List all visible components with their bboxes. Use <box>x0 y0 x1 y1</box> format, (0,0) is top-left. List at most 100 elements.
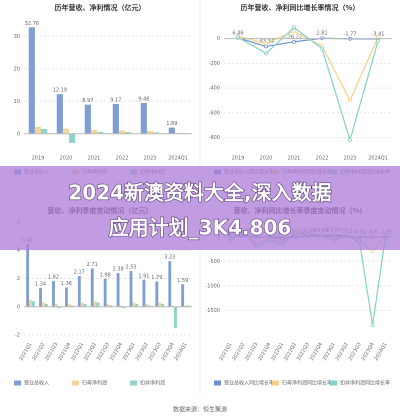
bar <box>44 303 48 307</box>
y-tick-label: -200 <box>209 61 220 67</box>
bar <box>142 279 146 307</box>
y-tick-label: 4 <box>17 248 20 254</box>
bar <box>148 305 152 307</box>
data-label: 2.17 <box>74 270 85 276</box>
bar <box>96 302 100 307</box>
bar <box>41 128 48 134</box>
bar <box>29 299 32 307</box>
bar <box>90 129 98 134</box>
y-tick-label: -2 <box>15 333 20 339</box>
data-label: 8.97 <box>82 98 93 104</box>
point <box>370 323 375 328</box>
bar <box>28 27 35 134</box>
y-tick-label: 2 <box>17 276 20 282</box>
bar <box>112 103 119 134</box>
bar <box>34 126 42 134</box>
bar <box>103 278 107 307</box>
bar <box>129 271 133 307</box>
data-label: 1.89 <box>166 121 177 127</box>
y-tick-label: -1500 <box>205 308 220 314</box>
data-label: -3.41 <box>372 31 385 37</box>
legend-swatch <box>130 380 137 386</box>
y-tick-label: 10 <box>14 99 20 105</box>
point <box>320 46 324 51</box>
bar <box>118 130 126 134</box>
x-tick-label: 2020 <box>260 156 273 162</box>
data-label: 1.79 <box>151 275 162 281</box>
bar <box>57 306 61 309</box>
x-tick-label: 2020 <box>60 156 73 162</box>
data-label: 9.46 <box>138 97 149 103</box>
x-tick-label: 2021 <box>88 156 101 162</box>
point <box>264 51 268 56</box>
point <box>292 29 296 34</box>
bar <box>116 273 120 307</box>
bar <box>184 305 187 307</box>
bar <box>153 132 160 134</box>
bar <box>174 306 177 328</box>
bar <box>125 132 132 134</box>
legend-swatch <box>272 380 279 386</box>
bar <box>181 284 185 307</box>
bar <box>52 281 55 307</box>
bar <box>77 276 81 307</box>
y-tick-label: 30 <box>14 34 20 40</box>
bar <box>41 302 45 307</box>
legend-label: 归母净利润同比增长率 <box>282 380 332 387</box>
point <box>292 39 296 44</box>
bar <box>140 103 147 134</box>
legend-label: 扣非净利润同比增长率 <box>340 380 390 387</box>
x-tick-label: 2024Q1 <box>168 156 188 162</box>
data-label: 1.82 <box>48 275 59 281</box>
bar <box>69 133 76 143</box>
bar <box>135 303 139 307</box>
data-label: 3.23 <box>164 255 175 261</box>
bar <box>84 104 91 134</box>
y-tick-label: 20 <box>14 66 20 72</box>
bar <box>109 305 113 307</box>
bar <box>31 301 35 307</box>
bar <box>186 305 190 307</box>
data-label: 1.34 <box>35 281 46 287</box>
x-tick-label: 2023 <box>144 156 157 162</box>
legend-label: 营业总收入同比增长率 <box>224 380 274 387</box>
x-tick-label: 2021 <box>288 156 301 162</box>
chart-title: 历年营收、净利同比增长率情况（%） <box>240 3 359 12</box>
bar <box>67 303 71 307</box>
bar <box>56 94 63 134</box>
bar <box>62 128 70 134</box>
y-tick-label: 0 <box>17 304 20 310</box>
legend-swatch <box>72 380 79 386</box>
data-label: 12.19 <box>53 88 67 94</box>
source: 数据来源：恒生聚源 <box>173 406 227 414</box>
legend-label: 扣非净利润 <box>140 380 165 387</box>
point <box>348 98 352 103</box>
bar <box>26 243 30 307</box>
bar <box>155 281 159 307</box>
data-label: 1.91 <box>138 273 149 279</box>
bar <box>132 302 136 307</box>
y-tick-label: -1000 <box>205 283 220 289</box>
bar <box>161 303 164 307</box>
data-label: 2.71 <box>87 262 98 268</box>
bar <box>90 268 94 307</box>
bar <box>171 305 175 307</box>
bar <box>119 305 123 307</box>
banner <box>0 166 400 250</box>
data-label: 9.17 <box>110 97 121 103</box>
bar <box>168 127 175 134</box>
x-tick-label: 2022 <box>116 156 129 162</box>
data-label: 2.53 <box>125 265 136 271</box>
point <box>292 25 296 30</box>
legend-swatch <box>330 380 337 386</box>
x-tick-label: 2023 <box>344 156 357 162</box>
data-label: 2.38 <box>113 267 124 273</box>
bar <box>145 303 149 307</box>
point <box>370 249 375 254</box>
legend-label: 归母净利润 <box>82 380 107 387</box>
y-tick-label: 0 <box>17 131 20 137</box>
x-tick-label: 2019 <box>232 156 245 162</box>
legend-swatch <box>14 380 21 386</box>
y-tick-label: -500 <box>209 259 220 265</box>
